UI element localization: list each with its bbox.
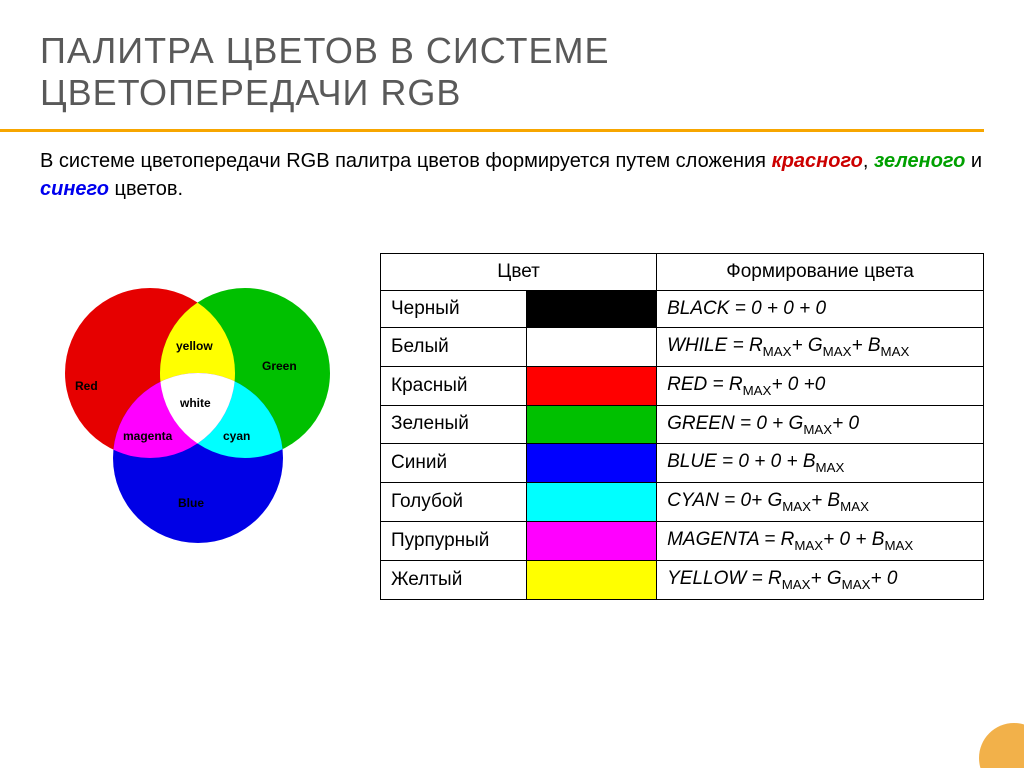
description: В системе цветопередачи RGB палитра цвет…	[40, 147, 984, 203]
accent-bar	[0, 129, 984, 132]
venn-diagram: Red Green Blue yellow cyan magenta white	[40, 253, 360, 563]
header-formation: Формирование цвета	[657, 254, 984, 291]
table-row: Зеленый GREEN = 0 + GMAX+ 0	[381, 405, 984, 444]
color-formula-cell: BLACK = 0 + 0 + 0	[657, 291, 984, 328]
table-row: Красный RED = RMAX+ 0 +0	[381, 366, 984, 405]
color-formula-cell: YELLOW = RMAX+ GMAX+ 0	[657, 560, 984, 599]
emph-blue: синего	[40, 178, 109, 200]
color-name-cell: Черный	[381, 291, 527, 328]
color-name-cell: Пурпурный	[381, 521, 527, 560]
color-formula-cell: WHILE = RMAX+ GMAX+ BMAX	[657, 328, 984, 367]
venn-label-green: Green	[262, 359, 297, 373]
color-name-cell: Голубой	[381, 483, 527, 522]
venn-label-cyan: cyan	[223, 429, 250, 443]
color-swatch-cell	[527, 521, 657, 560]
color-swatch-cell	[527, 405, 657, 444]
color-name-cell: Белый	[381, 328, 527, 367]
color-swatch-cell	[527, 483, 657, 522]
color-name-cell: Зеленый	[381, 405, 527, 444]
venn-label-magenta: magenta	[123, 429, 172, 443]
corner-decor	[964, 708, 1024, 768]
page-title: ПАЛИТРА ЦВЕТОВ В СИСТЕМЕ ЦВЕТОПЕРЕДАЧИ R…	[0, 0, 1024, 124]
emph-green: зеленого	[874, 150, 965, 172]
color-name-cell: Желтый	[381, 560, 527, 599]
color-formula-cell: GREEN = 0 + GMAX+ 0	[657, 405, 984, 444]
color-name-cell: Красный	[381, 366, 527, 405]
venn-label-white: white	[180, 396, 211, 410]
venn-label-red: Red	[75, 379, 98, 393]
color-swatch-cell	[527, 444, 657, 483]
venn-label-blue: Blue	[178, 496, 204, 510]
color-formula-cell: BLUE = 0 + 0 + BMAX	[657, 444, 984, 483]
title-line-2: ЦВЕТОПЕРЕДАЧИ RGB	[40, 72, 461, 113]
table-header-row: Цвет Формирование цвета	[381, 254, 984, 291]
color-formula-cell: MAGENTA = RMAX+ 0 + BMAX	[657, 521, 984, 560]
color-swatch-cell	[527, 328, 657, 367]
venn-label-yellow: yellow	[176, 339, 213, 353]
table-row: Пурпурный MAGENTA = RMAX+ 0 + BMAX	[381, 521, 984, 560]
color-swatch-cell	[527, 291, 657, 328]
table-row: Желтый YELLOW = RMAX+ GMAX+ 0	[381, 560, 984, 599]
color-formula-cell: RED = RMAX+ 0 +0	[657, 366, 984, 405]
color-swatch-cell	[527, 366, 657, 405]
color-swatch-cell	[527, 560, 657, 599]
title-line-1: ПАЛИТРА ЦВЕТОВ В СИСТЕМЕ	[40, 30, 610, 71]
color-name-cell: Синий	[381, 444, 527, 483]
header-color: Цвет	[381, 254, 657, 291]
color-formula-cell: CYAN = 0+ GMAX+ BMAX	[657, 483, 984, 522]
table-row: Голубой CYAN = 0+ GMAX+ BMAX	[381, 483, 984, 522]
color-table: Цвет Формирование цвета Черный BLACK = 0 …	[380, 253, 984, 600]
table-row: Черный BLACK = 0 + 0 + 0	[381, 291, 984, 328]
emph-red: красного	[772, 150, 863, 172]
table-row: Белый WHILE = RMAX+ GMAX+ BMAX	[381, 328, 984, 367]
table-row: Синий BLUE = 0 + 0 + BMAX	[381, 444, 984, 483]
